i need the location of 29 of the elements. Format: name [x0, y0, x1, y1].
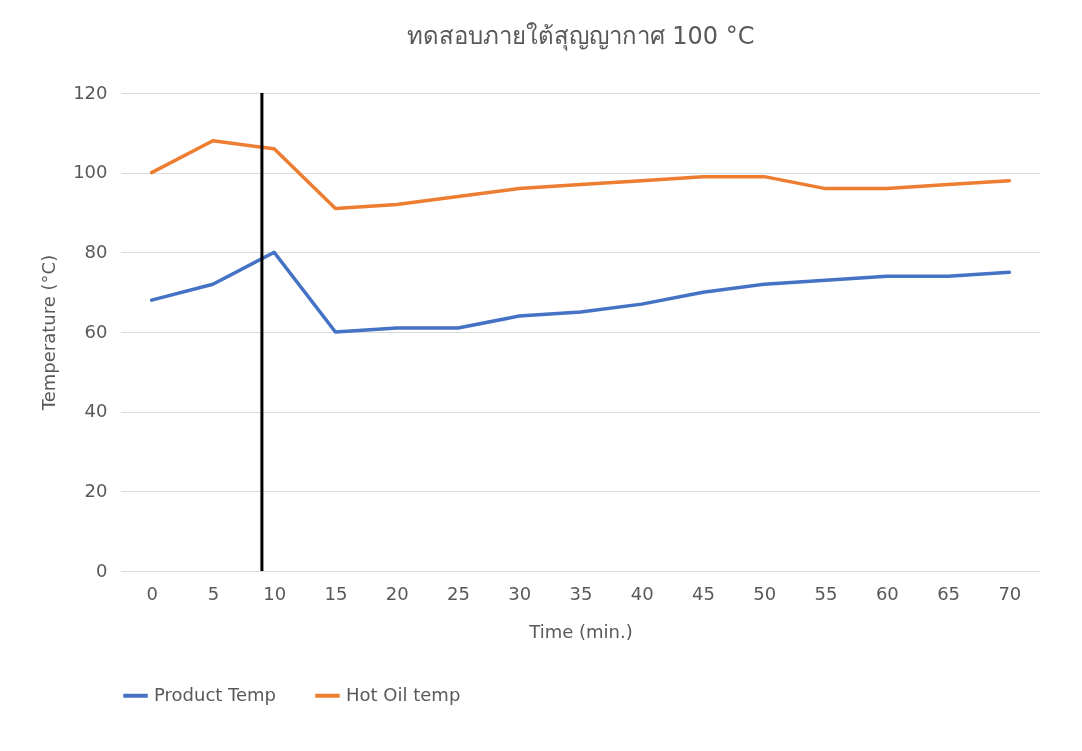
x-tick-label: 65 [937, 582, 961, 604]
y-tick-label: 60 [84, 320, 108, 342]
chart-title: ทดสอบภายใต้สุญญากาศ 100 °C [406, 22, 755, 51]
line-series [149, 139, 1012, 211]
x-tick-label: 0 [146, 582, 158, 604]
y-tick-label: 0 [96, 559, 108, 581]
y-tick-label: 20 [84, 479, 108, 501]
legend-label: Hot Oil temp [346, 683, 461, 705]
x-tick-label: 35 [569, 582, 593, 604]
y-tick-label: 40 [84, 400, 108, 422]
x-tick-label: 40 [630, 582, 654, 604]
x-tick-label: 45 [692, 582, 715, 604]
y-tick-label: 100 [73, 161, 108, 183]
x-tick-label: 15 [324, 582, 348, 604]
x-tick-label: 70 [998, 582, 1022, 604]
x-tick-label: 60 [875, 582, 899, 604]
x-tick-label: 55 [814, 582, 838, 604]
x-tick-label: 20 [385, 582, 409, 604]
x-tick-label: 30 [508, 582, 532, 604]
x-tick-label: 25 [447, 582, 470, 604]
y-tick-label: 120 [73, 81, 108, 103]
x-tick-label: 10 [263, 582, 287, 604]
y-tick-label: 80 [84, 240, 108, 262]
legend-label: Product Temp [154, 683, 277, 705]
y-axis-title: Temperature (°C) [38, 254, 60, 412]
x-tick-label: 5 [207, 582, 220, 604]
x-tick-label: 50 [753, 582, 777, 604]
line-series [149, 250, 1012, 334]
x-axis-title: Time (min.) [528, 620, 633, 642]
